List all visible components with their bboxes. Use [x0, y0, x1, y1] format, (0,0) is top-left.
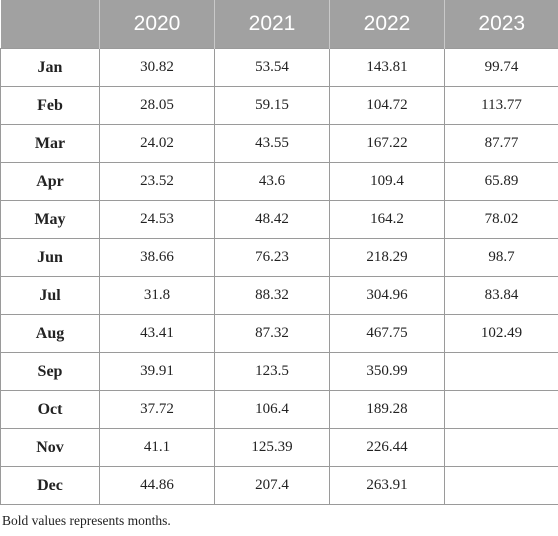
value-cell-2022: 167.22	[329, 124, 445, 163]
month-cell: Aug	[0, 314, 100, 353]
value-cell-2023: 113.77	[444, 86, 558, 125]
header-cell-2021: 2021	[214, 0, 330, 49]
value-cell-2021: 43.6	[214, 162, 330, 201]
value-cell-2022: 304.96	[329, 276, 445, 315]
month-cell: Nov	[0, 428, 100, 467]
value-cell-2020: 37.72	[99, 390, 215, 429]
table-row: Apr 23.52 43.6 109.4 65.89	[0, 162, 558, 201]
data-table: 2020 2021 2022 2023 Jan 30.82 53.54 143.81 9…	[0, 0, 558, 505]
table-row: May 24.53 48.42 164.2 78.02	[0, 200, 558, 239]
month-cell: Mar	[0, 124, 100, 163]
header-cell-2023: 2023	[444, 0, 558, 49]
month-cell: Sep	[0, 352, 100, 391]
value-cell-2020: 28.05	[99, 86, 215, 125]
value-cell-2021: 87.32	[214, 314, 330, 353]
value-cell-2021: 59.15	[214, 86, 330, 125]
value-cell-2023: 98.7	[444, 238, 558, 277]
value-cell-2022: 143.81	[329, 48, 445, 87]
value-cell-2022: 164.2	[329, 200, 445, 239]
value-cell-2020: 24.53	[99, 200, 215, 239]
value-cell-2023: 87.77	[444, 124, 558, 163]
value-cell-2021: 88.32	[214, 276, 330, 315]
table-row: Aug 43.41 87.32 467.75 102.49	[0, 314, 558, 353]
value-cell-2022: 226.44	[329, 428, 445, 467]
value-cell-2022: 218.29	[329, 238, 445, 277]
value-cell-2020: 30.82	[99, 48, 215, 87]
value-cell-2020: 39.91	[99, 352, 215, 391]
value-cell-2023	[444, 428, 558, 467]
value-cell-2021: 207.4	[214, 466, 330, 505]
value-cell-2022: 109.4	[329, 162, 445, 201]
table-row: Dec 44.86 207.4 263.91	[0, 466, 558, 505]
header-cell-blank	[0, 0, 100, 49]
month-cell: Oct	[0, 390, 100, 429]
value-cell-2021: 106.4	[214, 390, 330, 429]
month-cell: Dec	[0, 466, 100, 505]
value-cell-2020: 43.41	[99, 314, 215, 353]
value-cell-2021: 76.23	[214, 238, 330, 277]
value-cell-2022: 263.91	[329, 466, 445, 505]
table-row: Oct 37.72 106.4 189.28	[0, 390, 558, 429]
month-cell: May	[0, 200, 100, 239]
month-cell: Jun	[0, 238, 100, 277]
value-cell-2021: 43.55	[214, 124, 330, 163]
table-footnote: Bold values represents months.	[2, 513, 171, 528]
value-cell-2023: 78.02	[444, 200, 558, 239]
value-cell-2022: 350.99	[329, 352, 445, 391]
table-row: Jan 30.82 53.54 143.81 99.74	[0, 48, 558, 87]
month-cell: Jul	[0, 276, 100, 315]
header-row: 2020 2021 2022 2023	[0, 0, 558, 49]
header-cell-2020: 2020	[99, 0, 215, 49]
value-cell-2022: 467.75	[329, 314, 445, 353]
table-row: Feb 28.05 59.15 104.72 113.77	[0, 86, 558, 125]
value-cell-2021: 123.5	[214, 352, 330, 391]
value-cell-2022: 189.28	[329, 390, 445, 429]
value-cell-2020: 44.86	[99, 466, 215, 505]
month-cell: Feb	[0, 86, 100, 125]
table-row: Mar 24.02 43.55 167.22 87.77	[0, 124, 558, 163]
value-cell-2022: 104.72	[329, 86, 445, 125]
table-row: Sep 39.91 123.5 350.99	[0, 352, 558, 391]
table-row: Nov 41.1 125.39 226.44	[0, 428, 558, 467]
value-cell-2020: 23.52	[99, 162, 215, 201]
value-cell-2023	[444, 352, 558, 391]
month-cell: Apr	[0, 162, 100, 201]
table-row: Jul 31.8 88.32 304.96 83.84	[0, 276, 558, 315]
value-cell-2020: 38.66	[99, 238, 215, 277]
value-cell-2020: 24.02	[99, 124, 215, 163]
value-cell-2023: 99.74	[444, 48, 558, 87]
header-cell-2022: 2022	[329, 0, 445, 49]
value-cell-2023: 83.84	[444, 276, 558, 315]
value-cell-2021: 53.54	[214, 48, 330, 87]
table-row: Jun 38.66 76.23 218.29 98.7	[0, 238, 558, 277]
month-cell: Jan	[0, 48, 100, 87]
table-header: 2020 2021 2022 2023	[0, 0, 558, 49]
value-cell-2021: 125.39	[214, 428, 330, 467]
value-cell-2023	[444, 466, 558, 505]
value-cell-2020: 31.8	[99, 276, 215, 315]
value-cell-2020: 41.1	[99, 428, 215, 467]
value-cell-2021: 48.42	[214, 200, 330, 239]
table-body: Jan 30.82 53.54 143.81 99.74 Feb 28.05 59.15 104…	[0, 48, 558, 505]
value-cell-2023	[444, 390, 558, 429]
value-cell-2023: 102.49	[444, 314, 558, 353]
value-cell-2023: 65.89	[444, 162, 558, 201]
